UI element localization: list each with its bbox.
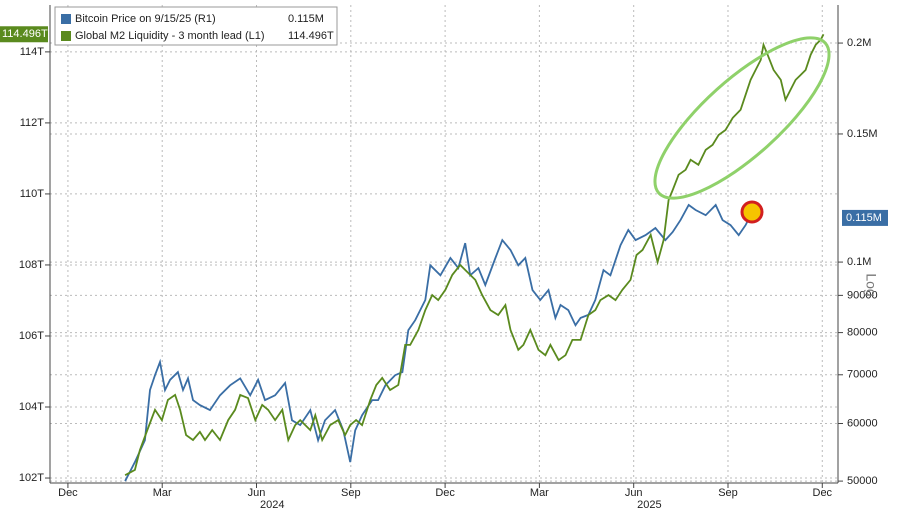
x-tick-label: Sep	[341, 487, 361, 499]
y2-tick-label: 0.15M	[847, 128, 878, 140]
y-tick-label: 112T	[20, 117, 45, 129]
legend-value: 0.115M	[288, 13, 324, 25]
x-tick-label: Mar	[530, 487, 549, 499]
series-line	[124, 33, 825, 476]
y2-tick-label: 60000	[847, 417, 878, 429]
year-label: 2025	[637, 499, 661, 510]
y-tick-label: 114T	[20, 46, 45, 58]
x-tick-label: Sep	[718, 487, 738, 499]
x-tick-label: Jun	[625, 487, 643, 499]
axes: Dec Mar Jun Sep Dec Mar Jun Sep Dec 2024 2025 102T 1…	[0, 26, 888, 510]
legend-value: 114.496T	[288, 30, 334, 42]
highlight-circle	[740, 200, 764, 224]
y-tick-label: 108T	[19, 259, 44, 271]
y-tick-label: 104T	[19, 401, 44, 413]
legend-label: Bitcoin Price on 9/15/25 (R1)	[75, 13, 216, 25]
plot-lines	[124, 33, 825, 482]
y2-tick-label: 90000	[847, 289, 878, 301]
last-value-label: 114.496T	[2, 28, 48, 40]
y2-tick-label: 70000	[847, 369, 878, 381]
legend	[54, 6, 338, 46]
grid	[50, 5, 838, 483]
highlight-ellipse	[653, 36, 831, 200]
year-label: 2024	[260, 499, 284, 510]
last-value-tag	[842, 209, 888, 226]
y2-tick-label: 50000	[847, 475, 878, 487]
x-tick-label: Dec	[813, 487, 833, 499]
y-tick-label: 106T	[19, 330, 44, 342]
y-tick-label: 110T	[20, 188, 45, 200]
legend-swatch	[61, 31, 71, 41]
y2-tick-label: 0.1M	[847, 256, 871, 268]
log-scale-label: Log	[863, 273, 879, 296]
last-value-tag	[0, 26, 48, 43]
x-tick-label: Dec	[58, 487, 78, 499]
last-value-label: 0.115M	[846, 212, 882, 224]
series-line	[124, 203, 757, 482]
y2-tick-label: 80000	[847, 326, 878, 338]
y-tick-label: 102T	[19, 472, 44, 484]
legend-items: Bitcoin Price on 9/15/25 (R1) 0.115M Globa…	[61, 13, 334, 42]
legend-swatch	[61, 14, 71, 24]
x-tick-label: Mar	[153, 487, 172, 499]
x-tick-label: Dec	[435, 487, 455, 499]
x-tick-label: Jun	[248, 487, 266, 499]
legend-label: Global M2 Liquidity - 3 month lead (L1)	[75, 30, 265, 42]
y2-tick-label: 0.2M	[847, 37, 871, 49]
